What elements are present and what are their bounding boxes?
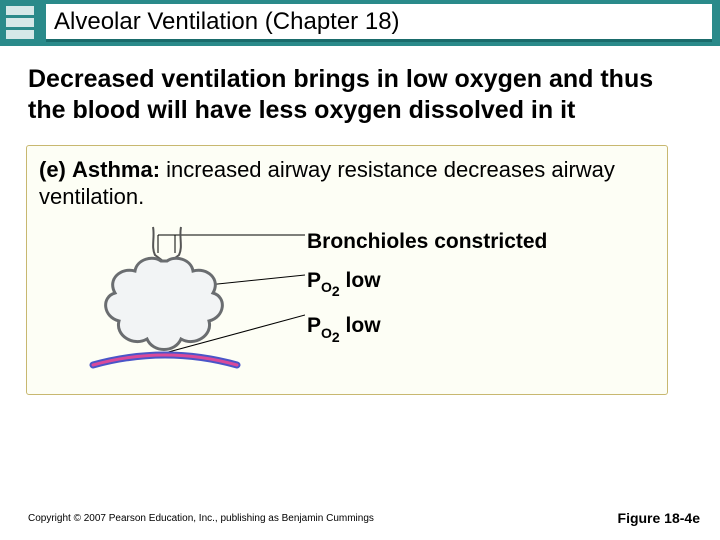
diagram: Bronchioles constricted PO2 low PO2 low bbox=[39, 219, 655, 379]
diagram-labels: Bronchioles constricted PO2 low PO2 low bbox=[307, 231, 547, 362]
figure-box: (e) Asthma: increased airway resistance … bbox=[26, 145, 668, 395]
title-box: Alveolar Ventilation (Chapter 18) bbox=[46, 4, 712, 42]
po2b-low: low bbox=[340, 314, 381, 337]
po2b-p: P bbox=[307, 314, 321, 337]
slide-title: Alveolar Ventilation (Chapter 18) bbox=[54, 8, 400, 36]
label-bronchioles: Bronchioles constricted bbox=[307, 231, 547, 252]
label-po2-blood: PO2 low bbox=[307, 315, 547, 343]
figure-reference: Figure 18-4e bbox=[618, 510, 700, 526]
po2b-2: 2 bbox=[332, 328, 340, 344]
copyright-text: Copyright © 2007 Pearson Education, Inc.… bbox=[28, 513, 374, 524]
figure-condition: Asthma: bbox=[72, 157, 160, 182]
alveolus-icon bbox=[106, 258, 223, 349]
body-text: Decreased ventilation brings in low oxyg… bbox=[0, 46, 720, 137]
po2-p: P bbox=[307, 269, 321, 292]
bronchiole-icon bbox=[153, 227, 181, 261]
po2b-o: O bbox=[321, 325, 332, 341]
alveolus-diagram bbox=[55, 225, 305, 385]
header-icon bbox=[6, 6, 36, 40]
po2-2: 2 bbox=[332, 282, 340, 298]
figure-heading: (e) Asthma: increased airway resistance … bbox=[39, 156, 655, 211]
label-po2-airway: PO2 low bbox=[307, 270, 547, 298]
figure-letter: (e) bbox=[39, 157, 66, 182]
capillary-icon bbox=[93, 355, 237, 365]
slide-header: Alveolar Ventilation (Chapter 18) bbox=[0, 0, 720, 46]
po2-low: low bbox=[340, 269, 381, 292]
po2-o: O bbox=[321, 279, 332, 295]
